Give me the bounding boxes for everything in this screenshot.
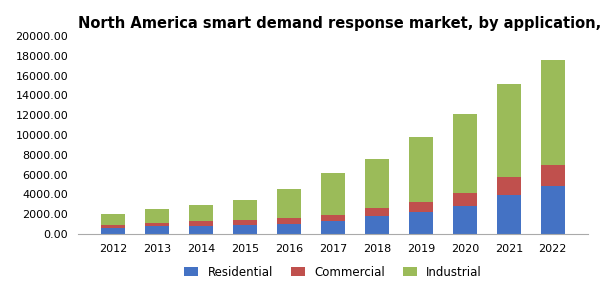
Bar xyxy=(233,200,257,220)
Bar xyxy=(409,137,433,202)
Bar xyxy=(145,209,169,223)
Bar xyxy=(101,225,125,228)
Bar xyxy=(189,226,213,234)
Bar xyxy=(101,214,125,225)
Bar xyxy=(409,212,433,234)
Bar xyxy=(453,206,477,234)
Bar xyxy=(541,165,565,187)
Bar xyxy=(453,114,477,194)
Bar xyxy=(409,202,433,212)
Bar xyxy=(145,223,169,226)
Bar xyxy=(277,218,301,224)
Bar xyxy=(497,83,521,177)
Bar xyxy=(365,159,389,208)
Bar xyxy=(541,187,565,234)
Bar xyxy=(189,221,213,226)
Bar xyxy=(365,216,389,234)
Bar xyxy=(497,177,521,195)
Bar xyxy=(233,220,257,225)
Bar xyxy=(365,208,389,216)
Bar xyxy=(453,194,477,206)
Bar xyxy=(145,226,169,234)
Text: North America smart demand response market, by application, (USD Million): North America smart demand response mark… xyxy=(78,16,600,31)
Bar xyxy=(541,60,565,165)
Legend: Residential, Commercial, Industrial: Residential, Commercial, Industrial xyxy=(179,261,487,284)
Bar xyxy=(233,225,257,234)
Bar xyxy=(321,173,345,215)
Bar xyxy=(321,215,345,221)
Bar xyxy=(497,195,521,234)
Bar xyxy=(277,224,301,234)
Bar xyxy=(277,190,301,218)
Bar xyxy=(321,221,345,234)
Bar xyxy=(189,205,213,221)
Bar xyxy=(101,228,125,234)
